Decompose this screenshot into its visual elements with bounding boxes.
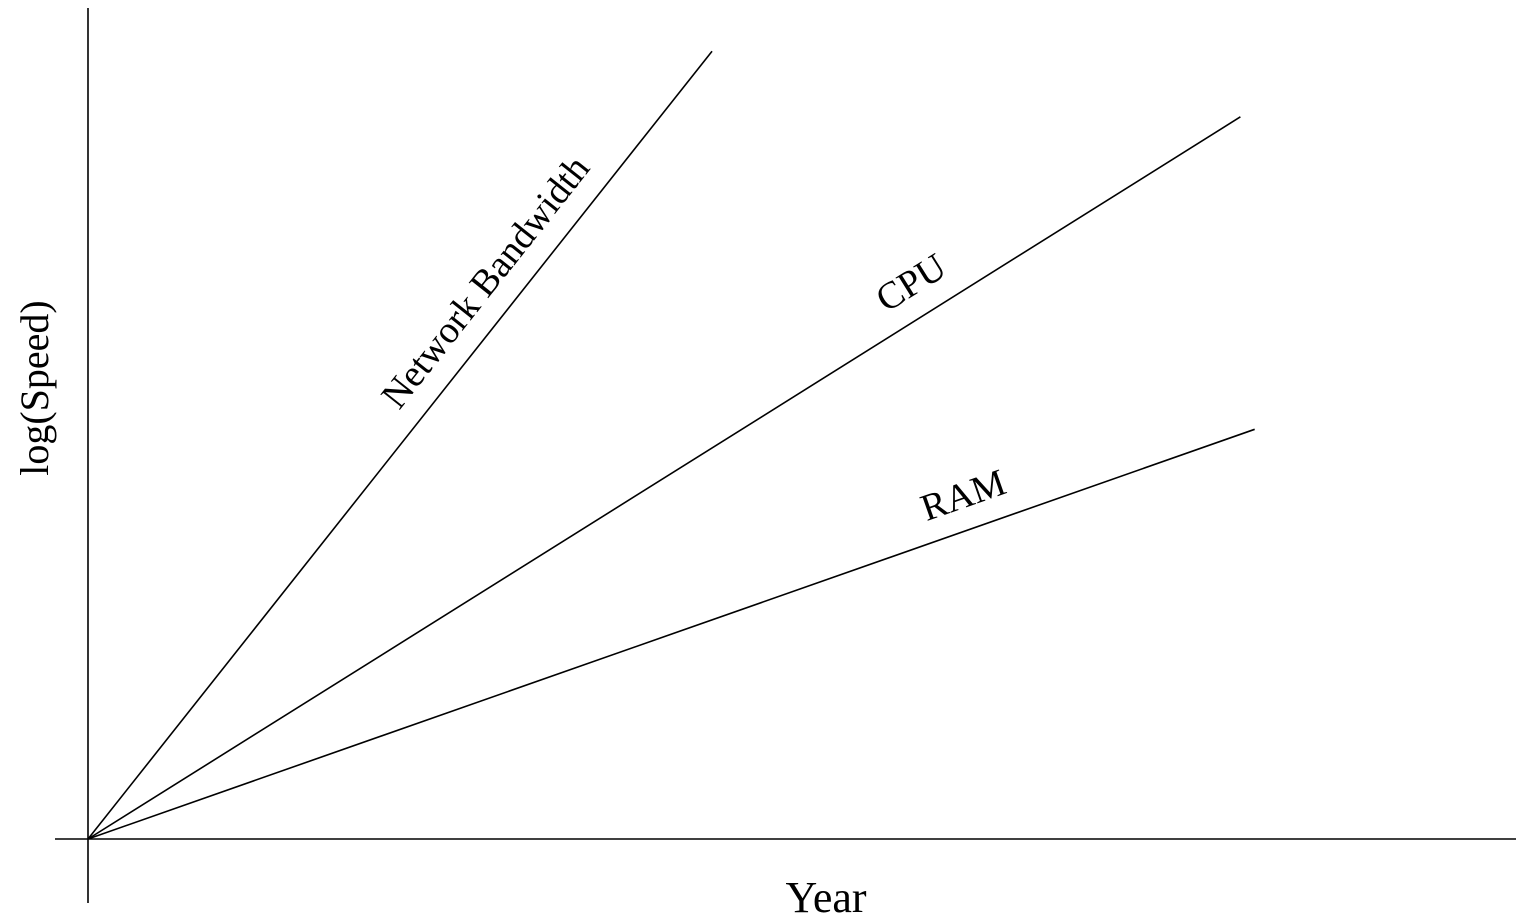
series-line-cpu <box>87 116 1241 840</box>
series-label-cpu: CPU <box>869 246 954 321</box>
series-line-ram <box>87 428 1255 840</box>
x-axis-label: Year <box>785 873 866 916</box>
y-axis-label: log(Speed) <box>12 300 57 476</box>
series-layer <box>87 50 1255 840</box>
series-label-network-bandwidth: Network Bandwidth <box>373 148 598 416</box>
series-line-network-bandwidth <box>87 50 713 840</box>
